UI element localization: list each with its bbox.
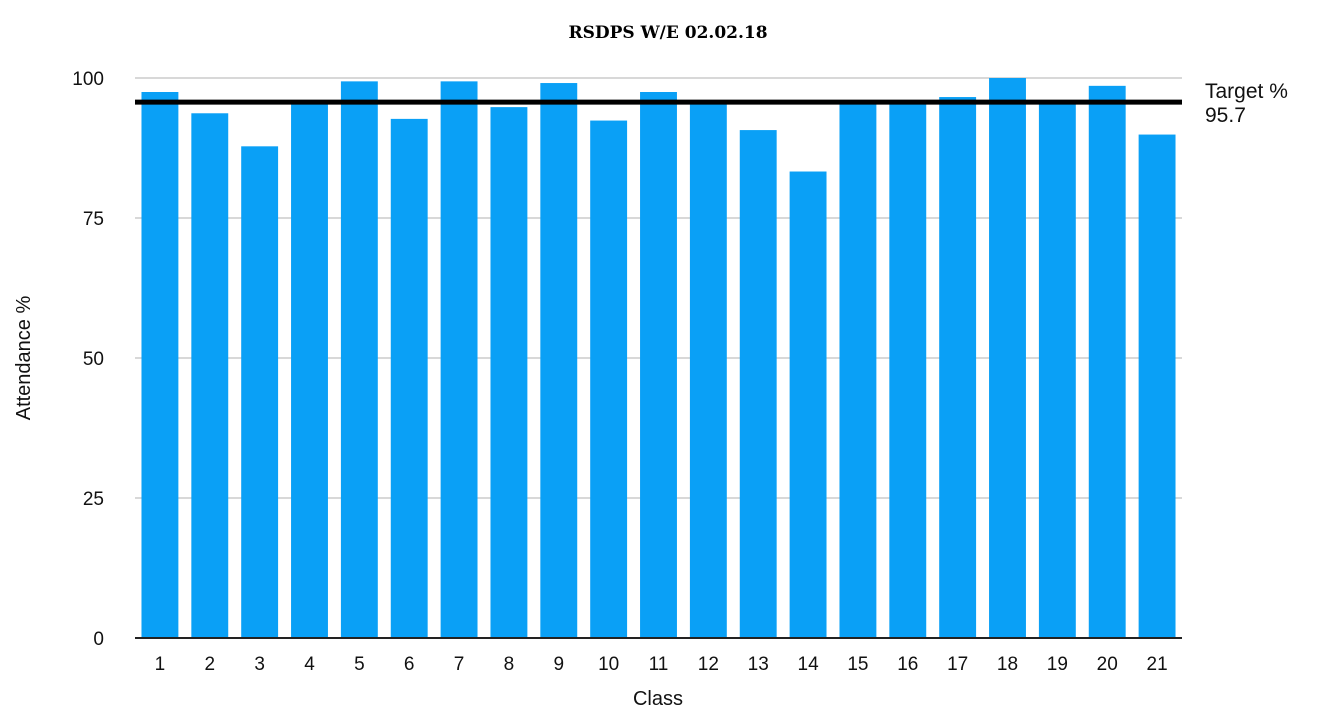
bar (939, 97, 977, 639)
bar (640, 92, 677, 638)
bar (540, 83, 578, 639)
x-tick-label: 21 (1147, 654, 1168, 675)
x-tick-label: 15 (847, 654, 868, 675)
x-tick-label: 20 (1097, 654, 1118, 675)
bar (191, 113, 229, 638)
bar (1138, 134, 1176, 638)
x-tick-label: 9 (553, 654, 564, 675)
x-tick-label: 3 (254, 654, 265, 675)
bar (739, 130, 777, 638)
y-tick-labels: 0 25 50 75 100 (72, 69, 104, 650)
bars (141, 78, 1176, 639)
x-tick-label: 5 (354, 654, 365, 675)
bar (1038, 102, 1076, 638)
x-tick-label: 1 (155, 654, 166, 675)
target-label: Target % (1205, 80, 1288, 103)
bar (839, 102, 877, 638)
bar (490, 107, 528, 639)
x-tick-label: 19 (1047, 654, 1068, 675)
y-axis-label: Attendance % (13, 296, 35, 421)
y-tick-label: 50 (83, 349, 104, 370)
y-tick-label: 25 (83, 489, 104, 510)
bar (141, 92, 179, 638)
x-tick-label: 18 (997, 654, 1018, 675)
x-tick-label: 13 (748, 654, 769, 675)
x-tick-label: 4 (304, 654, 315, 675)
bar (440, 81, 478, 639)
x-tick-label: 2 (204, 654, 215, 675)
bar (241, 146, 279, 638)
y-tick-label: 0 (93, 629, 104, 650)
target-value-label: 95.7 (1205, 104, 1246, 127)
bar (1088, 85, 1126, 639)
x-tick-label: 6 (404, 654, 415, 675)
bar (390, 118, 428, 638)
x-tick-labels: 1 2 3 4 5 6 7 8 9 10 11 12 13 14 15 16 17 18 19 20 21 (155, 654, 1168, 675)
x-tick-label: 11 (649, 654, 669, 675)
x-axis-label: Class (633, 688, 683, 710)
x-tick-label: 14 (798, 654, 820, 675)
bar (291, 102, 328, 638)
x-tick-label: 16 (897, 654, 918, 675)
bar (789, 171, 827, 638)
bar (889, 102, 927, 638)
bar (340, 81, 378, 639)
chart-title: RSDPS W/E 02.02.18 (568, 23, 767, 43)
bar (689, 102, 727, 638)
x-tick-label: 12 (698, 654, 719, 675)
x-tick-label: 17 (947, 654, 968, 675)
bar (590, 120, 628, 638)
y-tick-label: 75 (83, 209, 104, 230)
bar (989, 78, 1026, 638)
x-tick-label: 10 (598, 654, 619, 675)
y-tick-label: 100 (72, 69, 104, 90)
x-tick-label: 7 (454, 654, 465, 675)
x-tick-label: 8 (504, 654, 515, 675)
